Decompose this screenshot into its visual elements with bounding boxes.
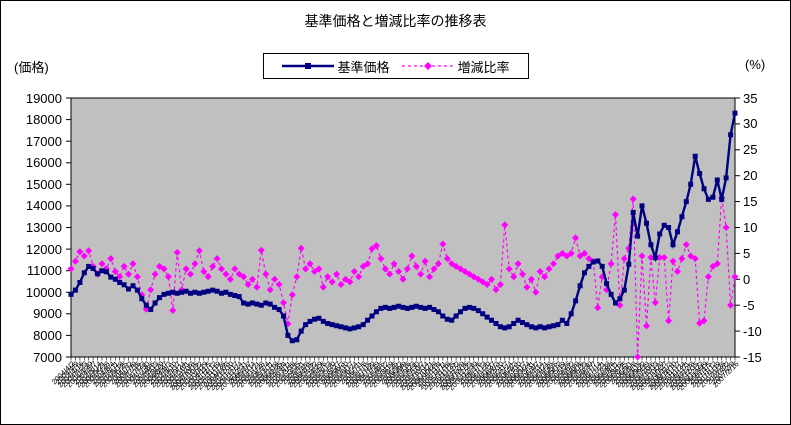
legend-box: 基準価格 増減比率 [262,53,529,79]
right-axis-tick-label: 25 [743,142,758,158]
right-axis-tick-label: 35 [743,90,758,106]
left-axis-tick-label: 12000 [25,241,62,257]
right-axis-tick-label: 30 [743,116,758,132]
right-axis-tick-label: 10 [743,220,758,235]
legend-item-price: 基準価格 [281,57,390,76]
right-axis-caption: (%) [745,57,766,72]
chart-title: 基準価格と増減比率の推移表 [304,13,487,29]
left-axis-tick-label: 13000 [25,220,62,235]
left-axis-tick-label: 7000 [33,349,62,365]
left-axis-tick-label: 18000 [25,112,62,128]
left-axis-caption: (価格) [14,60,49,75]
left-axis-tick-label: 14000 [25,198,62,214]
left-axis-tick-label: 10000 [25,284,62,300]
right-axis-tick-label: 15 [743,194,758,210]
left-axis-tick-label: 15000 [25,176,62,192]
legend-item-ratio: 増減比率 [401,57,510,76]
right-axis-tick-label: 20 [743,168,758,184]
left-axis-tick-label: 17000 [25,133,62,149]
left-axis-tick-label: 9000 [33,306,62,322]
right-axis-tick-label: 5 [743,245,751,261]
price-series-marker-icon [281,63,334,69]
right-axis-tick-label: -5 [743,297,755,313]
left-axis-tick-label: 16000 [25,155,62,171]
left-axis-tick-label: 8000 [33,327,62,343]
legend-label-price: 基準価格 [337,59,390,75]
left-axis-tick-label: 11000 [26,263,62,279]
left-axis-tick-label: 19000 [25,90,62,106]
right-axis-tick-label: -15 [743,349,762,365]
legend-label-ratio: 増減比率 [457,59,510,75]
ratio-series-marker-icon [401,62,454,70]
right-axis-tick-label: 0 [743,271,751,287]
right-axis-tick-label: -10 [743,323,762,339]
